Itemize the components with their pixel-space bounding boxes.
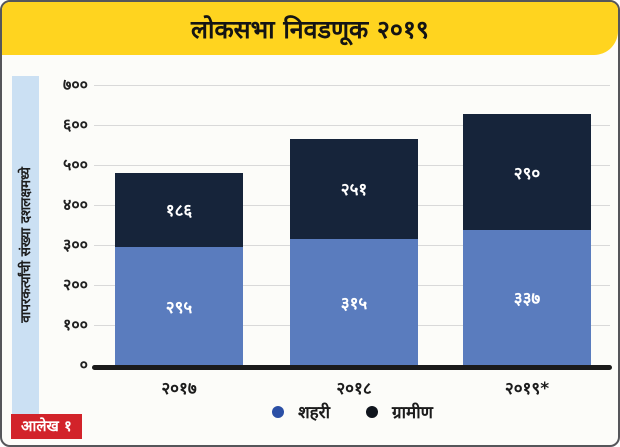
y-gridline [94,85,610,86]
x-tick-label: २०१७ [161,379,197,399]
bar-segment-urban: २९५ [115,247,243,365]
x-tick-label: २०१९* [504,379,550,399]
y-tick-label: ४०० [63,195,88,214]
bar-value-label: २९० [513,163,541,184]
legend-item-rural: ग्रामीण [366,400,433,423]
y-axis-title-strip: वापरकर्त्यांची संख्या दशलक्षमध्ये [12,76,39,414]
x-axis-line [92,365,612,370]
bar-segment-rural: २९० [463,114,591,231]
chart-title: लोकसभा निवडणूक २०१९ [191,14,429,44]
chart-title-banner: लोकसभा निवडणूक २०१९ [2,2,618,55]
x-tick-label: २०१८ [336,379,372,399]
legend-label: ग्रामीण [392,403,433,423]
y-tick-label: ६०० [63,115,88,134]
bar-value-label: ३१५ [340,293,368,314]
bar-value-label: २५१ [340,180,368,201]
bar-value-label: १८६ [165,201,193,222]
bar-segment-urban: ३१५ [290,239,418,365]
bar-value-label: २९५ [165,297,193,318]
legend-item-urban: शहरी [272,400,330,423]
y-tick-label: १०० [63,315,88,334]
bar-segment-rural: २५१ [290,138,418,239]
figure-number-badge: आलेख १ [11,414,82,439]
bar-value-label: ३३७ [513,289,541,310]
y-tick-label: ३०० [63,235,88,254]
legend-dot-icon [272,405,285,418]
y-tick-label: ७०० [63,75,88,94]
y-tick-label: ५०० [63,155,88,174]
y-gridline [94,125,610,126]
y-tick-label: २०० [63,275,88,294]
y-tick-label: ० [79,355,88,374]
bar-segment-urban: ३३७ [463,230,591,365]
chart-legend: शहरी ग्रामीण [95,400,610,423]
legend-dot-icon [366,405,379,418]
bar-segment-rural: १८६ [115,172,243,247]
legend-label: शहरी [298,403,331,423]
